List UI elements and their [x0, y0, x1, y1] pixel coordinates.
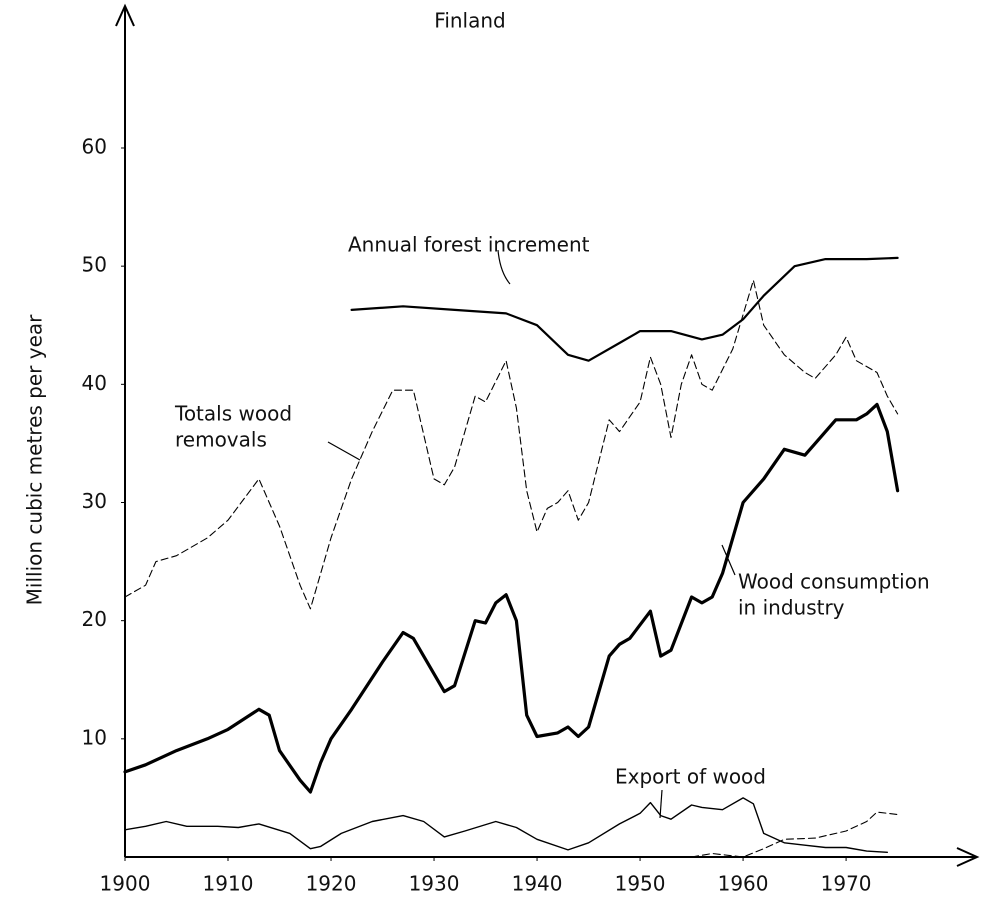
x-tick-label: 1950	[615, 872, 666, 896]
label-leader	[327, 441, 361, 461]
x-tick-label: 1910	[203, 872, 254, 896]
label-leader	[721, 544, 736, 576]
series-label: Totals wood	[174, 402, 292, 426]
series-label: Export of wood	[615, 765, 766, 789]
y-axis	[115, 3, 135, 857]
data-line	[124, 279, 899, 610]
x-tick-label: 1900	[100, 872, 151, 896]
y-axis-label: Million cubic metres per year	[23, 314, 47, 606]
y-tick-label: 30	[82, 489, 107, 513]
x-axis	[125, 847, 980, 867]
x-tick-label: 1970	[821, 872, 872, 896]
x-tick-label: 1930	[409, 872, 460, 896]
chart-title: Finland	[434, 9, 505, 33]
data-line	[691, 811, 899, 858]
series-label: removals	[175, 428, 267, 452]
y-tick-label: 50	[82, 253, 107, 277]
label-leader	[497, 249, 511, 285]
y-tick-label: 20	[82, 607, 107, 631]
y-tick-label: 60	[82, 134, 107, 158]
series-label: Annual forest increment	[348, 233, 590, 257]
x-tick-label: 1920	[306, 872, 357, 896]
label-leader	[659, 789, 663, 819]
x-tick-label: 1960	[718, 872, 769, 896]
y-tick-label: 10	[82, 725, 107, 749]
y-tick-label: 40	[82, 371, 107, 395]
data-line	[350, 256, 899, 362]
data-line	[123, 402, 900, 794]
series-label: in industry	[738, 596, 845, 620]
series-label: Wood consumption	[738, 570, 930, 594]
data-line	[124, 797, 888, 853]
x-tick-label: 1940	[512, 872, 563, 896]
